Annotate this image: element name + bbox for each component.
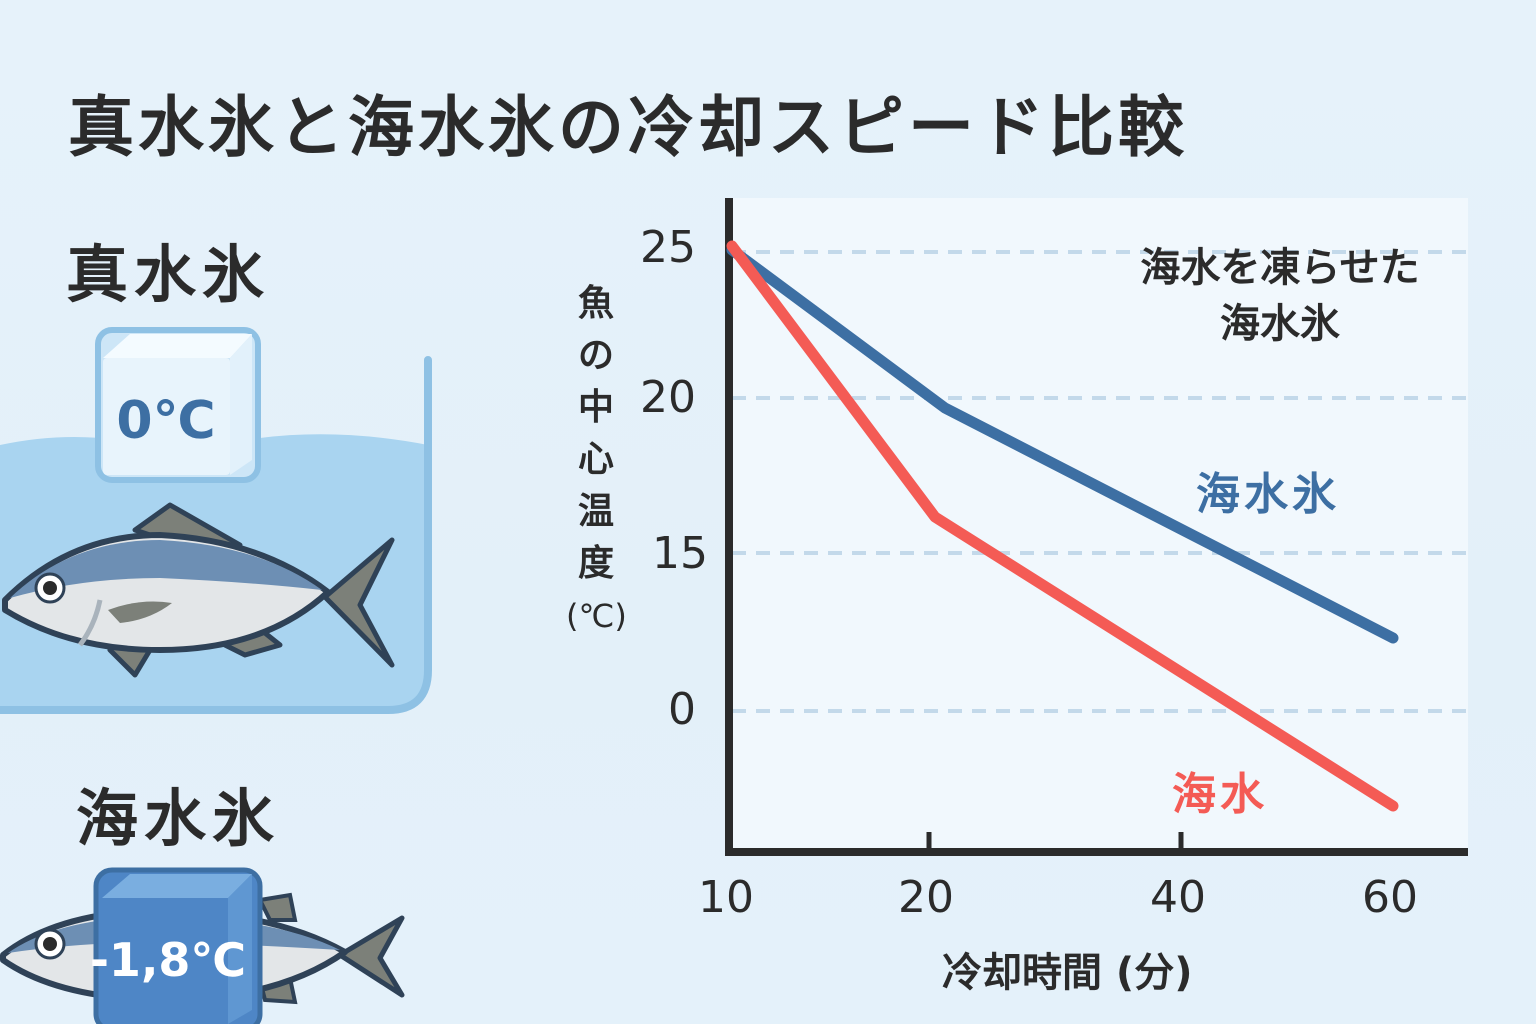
y-tick-label: 20 (640, 372, 696, 423)
ice-cube-icon: 0℃ (95, 327, 261, 483)
chart-annotation: 海水を凍らせた 海水氷 (1140, 245, 1420, 347)
series-line-seawater-ice (726, 244, 1399, 644)
x-tick-label: 20 (898, 872, 954, 923)
x-tick-label: 40 (1150, 872, 1206, 923)
series-label-seawater-ice: 海水氷 (1196, 469, 1340, 520)
freshwater-ice-temp: 0℃ (116, 391, 215, 451)
series-label-seawater: 海水 (1172, 769, 1268, 820)
seawater-ice-label: 海水氷 (76, 782, 281, 855)
gridlines (732, 250, 1468, 713)
y-tick-label: 25 (640, 222, 696, 273)
y-tick-label: 0 (668, 684, 696, 735)
series-line-seawater (726, 240, 1399, 812)
seawater-ice-temp: -1,8℃ (90, 933, 246, 987)
page-title: 真水氷と海水氷の冷却スピード比較 (68, 89, 1188, 166)
freshwater-ice-scene-icon: 0℃ (0, 327, 432, 714)
seawater-ice-scene-icon: -1,8℃ (0, 867, 405, 1024)
y-axis-label: 魚 の 中 心 温 度 (℃) (566, 283, 627, 635)
x-axis-label: 冷却時間 (分) (942, 950, 1193, 996)
ice-cube-icon: -1,8℃ (90, 867, 263, 1024)
fish-icon (2, 502, 395, 678)
x-tick-label: 10 (698, 872, 754, 923)
y-tick-label: 15 (652, 528, 708, 579)
freshwater-ice-label: 真水氷 (66, 238, 271, 311)
x-tick-label: 60 (1362, 872, 1418, 923)
